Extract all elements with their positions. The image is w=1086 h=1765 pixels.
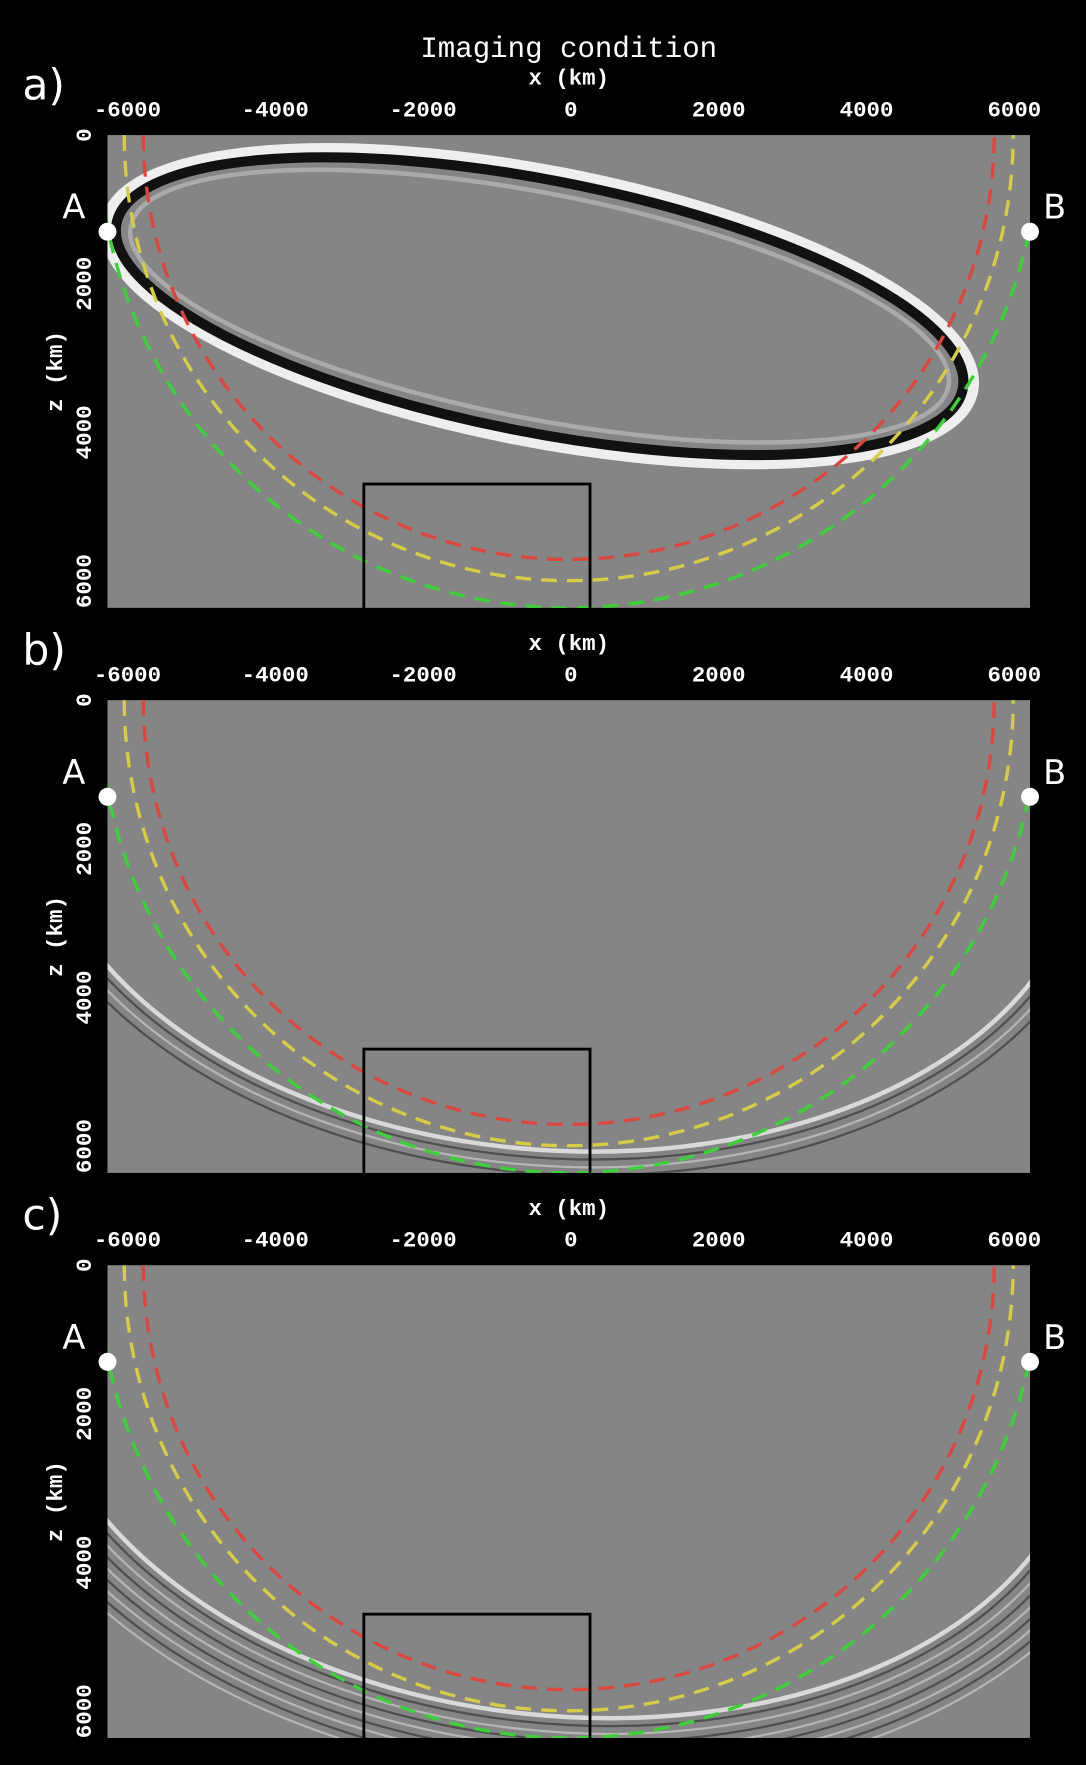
- x-tick-label: -2000: [390, 1227, 457, 1253]
- y-axis-label: z (km): [43, 896, 69, 977]
- panel-label: a): [22, 60, 65, 110]
- image-field: [107, 135, 1031, 608]
- wavefront: [107, 700, 1031, 1169]
- zoom-box: [362, 482, 592, 615]
- x-tick-label: -2000: [390, 97, 457, 123]
- y-tick-label: 0: [72, 128, 98, 142]
- x-tick-label: 4000: [840, 97, 894, 123]
- chart-title: Imaging condition: [420, 33, 717, 66]
- station-point: [98, 222, 117, 241]
- y-tick-label: 6000: [72, 1684, 98, 1738]
- y-tick-label: 0: [72, 693, 98, 707]
- panel-label: b): [22, 625, 66, 675]
- zoom-box: [362, 1612, 592, 1746]
- station-point: [98, 1352, 117, 1371]
- x-tick-label: 2000: [692, 662, 746, 688]
- x-tick-label: -6000: [94, 97, 161, 123]
- station-label: B: [1043, 188, 1066, 227]
- reference-curve: [141, 1265, 996, 1692]
- station-label: A: [62, 188, 85, 227]
- reference-curve: [107, 1347, 1031, 1738]
- reference-curve: [122, 135, 1015, 583]
- x-tick-label: 0: [564, 97, 577, 123]
- x-tick-label: 0: [564, 662, 577, 688]
- wavefront: [107, 1265, 1031, 1736]
- y-tick-label: 2000: [72, 1387, 98, 1441]
- station-point: [1021, 1352, 1039, 1371]
- x-tick-label: 4000: [840, 662, 894, 688]
- panel-label: c): [22, 1190, 62, 1240]
- x-tick-label: 6000: [987, 662, 1041, 688]
- y-tick-label: 4000: [72, 970, 98, 1024]
- x-tick-label: 2000: [692, 1227, 746, 1253]
- x-tick-label: -4000: [242, 662, 309, 688]
- image-content: [107, 135, 1031, 608]
- y-tick-label: 4000: [72, 405, 98, 459]
- station-label: A: [62, 753, 85, 792]
- wavefront: [107, 1265, 1031, 1738]
- x-axis-label: x (km): [528, 1196, 609, 1222]
- y-axis-label: z (km): [43, 1461, 69, 1542]
- y-tick-label: 6000: [72, 1119, 98, 1173]
- y-tick-label: 6000: [72, 554, 98, 608]
- reference-curve: [141, 135, 996, 562]
- reflector-halo: [107, 143, 980, 470]
- y-tick-label: 0: [72, 1258, 98, 1272]
- x-tick-label: -6000: [94, 1227, 161, 1253]
- image-field: [107, 700, 1031, 1173]
- y-axis-label: z (km): [43, 331, 69, 412]
- y-tick-label: 2000: [72, 257, 98, 311]
- wavefront: [107, 700, 1031, 1161]
- image-content: [107, 700, 1031, 1173]
- x-axis-label: x (km): [528, 631, 609, 657]
- station-label: A: [62, 1318, 85, 1357]
- reference-curve: [141, 700, 996, 1127]
- x-tick-label: 0: [564, 1227, 577, 1253]
- station-point: [1021, 222, 1039, 241]
- x-tick-label: -6000: [94, 662, 161, 688]
- reference-curve: [122, 700, 1015, 1148]
- wavefront: [107, 1265, 1031, 1721]
- image-content: [107, 1265, 1031, 1738]
- station-point: [98, 787, 117, 806]
- y-tick-label: 4000: [72, 1536, 98, 1590]
- x-tick-label: -4000: [242, 1227, 309, 1253]
- x-tick-label: 2000: [692, 97, 746, 123]
- reference-curve: [107, 782, 1031, 1173]
- x-tick-label: -2000: [390, 662, 457, 688]
- zoom-box: [362, 1047, 592, 1180]
- y-tick-label: 2000: [72, 822, 98, 876]
- reflector: [110, 152, 969, 461]
- x-tick-label: 4000: [840, 1227, 894, 1253]
- x-tick-label: -4000: [242, 97, 309, 123]
- image-field: [107, 1265, 1031, 1738]
- station-label: B: [1043, 1318, 1066, 1357]
- wavefront: [107, 1265, 1031, 1728]
- reference-curve: [122, 1265, 1015, 1713]
- wavefront: [107, 700, 1031, 1154]
- station-point: [1021, 787, 1039, 806]
- x-axis-label: x (km): [528, 66, 609, 92]
- reflector-inner: [128, 167, 952, 445]
- x-tick-label: 6000: [987, 97, 1041, 123]
- x-tick-label: 6000: [987, 1227, 1041, 1253]
- reference-curve: [107, 217, 1031, 608]
- station-label: B: [1043, 753, 1066, 792]
